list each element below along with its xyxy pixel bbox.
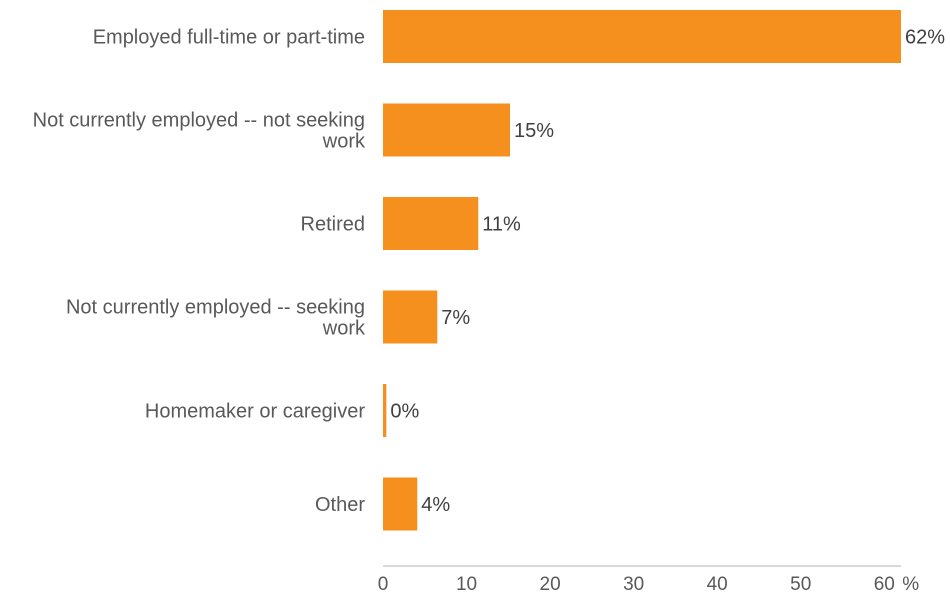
bar — [383, 477, 418, 531]
x-axis-unit-label: % — [902, 574, 919, 594]
bar — [383, 103, 510, 157]
x-tick-label: 20 — [540, 574, 561, 594]
bar — [383, 10, 901, 63]
category-label: Not currently employed -- seeking work — [66, 297, 366, 340]
bar — [383, 197, 479, 250]
bars-layer — [383, 10, 901, 531]
category-label: Homemaker or caregiver — [145, 401, 365, 423]
category-label-line: work — [322, 131, 366, 153]
x-tick-label: 0 — [378, 574, 389, 594]
x-axis: 0 10 20 30 40 50 60% — [378, 565, 919, 594]
category-label-line: Not currently employed -- seeking — [66, 297, 365, 319]
category-label: Employed full-time or part-time — [93, 27, 365, 49]
value-label: 4% — [421, 494, 450, 516]
category-label-line: Not currently employed -- not seeking — [33, 110, 365, 132]
category-label: Not currently employed -- not seeking wor… — [33, 110, 366, 153]
x-tick-label: 40 — [707, 574, 728, 594]
value-label: 62% — [905, 27, 945, 49]
value-label: 11% — [482, 214, 521, 236]
x-tick-label: 10 — [456, 574, 477, 594]
category-label-line: Homemaker or caregiver — [145, 401, 365, 423]
value-label: 15% — [514, 120, 554, 142]
category-label: Retired — [301, 214, 365, 236]
bar — [383, 384, 387, 437]
category-label-line: Retired — [301, 214, 365, 236]
category-label-line: Other — [315, 494, 365, 516]
category-label: Other — [315, 494, 365, 516]
category-label-line: work — [322, 318, 366, 340]
bar — [383, 290, 438, 344]
category-label-line: Employed full-time or part-time — [93, 27, 365, 49]
value-labels-layer: 62% 15% 11% 7% 0% 4% — [390, 27, 945, 517]
category-labels-layer: Employed full-time or part-time Not curre… — [33, 27, 366, 517]
value-label: 0% — [390, 401, 419, 423]
value-label: 7% — [441, 307, 470, 329]
x-tick-label: 60 — [874, 574, 895, 594]
x-tick-label: 50 — [790, 574, 811, 594]
x-tick-label: 30 — [623, 574, 644, 594]
